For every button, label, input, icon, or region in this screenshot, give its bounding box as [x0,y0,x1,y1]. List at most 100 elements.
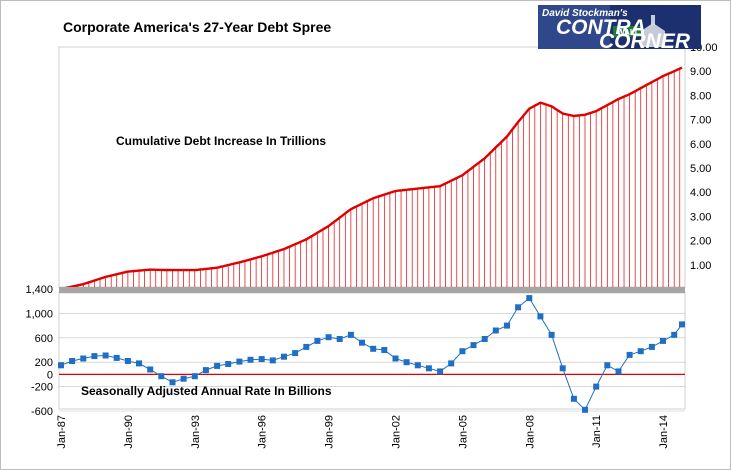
annual-rate-point [169,379,176,386]
right-axis-ticks: 10.009.008.007.006.005.004.003.002.001.0… [690,42,718,272]
annual-rate-point [124,358,131,364]
annual-rate-point [604,362,611,369]
right-axis-tick-label: 7.00 [690,115,711,127]
annual-rate-point [214,362,221,369]
annual-rate-point [414,362,421,369]
annual-rate-point [381,347,388,353]
annual-rate-point [425,365,432,372]
annual-rate-point [292,350,299,357]
x-axis-tick-label: Jan-96 [257,415,269,449]
annual-rate-point [359,339,365,346]
annual-rate-series [58,295,685,413]
x-axis-tick-label: Jan-90 [123,415,135,449]
annual-rate-point [504,322,510,329]
annual-rate-point [91,353,98,360]
annual-rate-point [526,295,533,302]
annual-rate-point [459,348,466,355]
annual-rate-point [481,336,488,342]
annual-rate-point [80,355,87,362]
annual-rate-point [236,358,243,365]
x-axis-tick-label: Jan-14 [658,415,670,449]
right-axis-tick-label: 6.00 [690,139,711,151]
annual-rate-point [626,351,633,358]
left-axis-tick-label: -200 [31,382,53,394]
right-axis-tick-label: 3.00 [690,211,711,223]
x-axis-tick-label: Jan-11 [591,415,603,448]
annual-rate-point [258,356,265,363]
left-axis-tick-label: 200 [35,357,53,369]
right-axis-tick-label: 2.00 [690,236,711,248]
annual-rate-point [570,395,577,402]
logo-sky [538,5,610,49]
left-axis-tick-label: -600 [31,406,53,418]
cumulative-series [60,66,683,291]
annual-rate-point [615,368,622,375]
annual-rate-point [537,313,544,320]
annual-rate-point [660,337,666,344]
x-axis-ticks: Jan-87 Jan-90 Jan-93 Jan-96 Jan-99 Jan-02 Jan-… [56,415,670,449]
street-sign-icon [613,26,641,37]
annual-rate-point [314,337,321,344]
left-axis-tick-label: 1,400 [25,284,53,296]
annual-rate-point [470,342,477,349]
annual-rate-point [336,336,343,342]
annual-rate-point [648,343,655,350]
capitol-spire-icon [651,15,655,25]
annual-annotation: Seasonally Adjusted Annual Rate In Billi… [81,384,332,398]
annual-rate-point [136,360,142,367]
annual-rate-point [147,366,154,373]
annual-rate-point [671,331,678,338]
annual-rate-point [325,334,332,341]
annual-rate-point [102,352,109,359]
annual-rate-point [202,367,209,374]
bottom-gridlines [59,313,685,412]
annual-rate-point [180,375,187,382]
annual-rate-point [303,343,310,350]
left-axis-tick-label: 600 [35,333,53,345]
x-axis-tick-label: Jan-02 [391,415,403,449]
annual-rate-point [392,355,399,362]
annual-rate-point [593,383,600,390]
annual-rate-point [492,327,499,334]
annual-rate-point [437,368,444,375]
annual-rate-point [559,365,566,372]
annual-rate-point [582,406,588,413]
capitol-dome-icon [641,23,665,47]
right-axis-tick-label: 5.00 [690,163,711,175]
panel-separator [59,287,685,293]
annual-rate-point [679,321,685,328]
annual-rate-point [637,348,644,355]
x-axis-tick-label: Jan-87 [56,415,68,449]
annual-rate-point [515,304,522,311]
annual-rate-point [548,331,555,338]
annual-rate-point [347,331,354,338]
cumulative-annotation: Cumulative Debt Increase In Trillions [116,134,326,148]
contra-corner-logo: WALL David Stockman's CONTRA CORNER [538,5,701,53]
logo-line1: David Stockman's [542,8,628,19]
annual-rate-point [281,353,287,360]
annual-rate-point [225,361,232,367]
annual-rate-point [69,358,76,364]
cumulative-curve [60,66,683,291]
annual-rate-point [247,356,254,363]
annual-rate-point [370,345,377,352]
annual-rate-point [403,359,410,366]
left-axis-tick-label: 1,000 [25,308,53,320]
right-axis-tick-label: 8.00 [690,90,711,102]
logo-line3: CORNER [599,30,691,53]
x-axis-tick-label: Jan-99 [324,415,336,449]
right-axis-tick-label: 4.00 [690,187,711,199]
chart-title: Corporate America's 27-Year Debt Spree [63,19,331,35]
annual-rate-point [448,360,455,367]
top-plot-area [58,46,686,288]
annual-rate-point [269,357,276,364]
logo-line2: CONTRA [556,16,646,39]
annual-rate-point [113,354,120,361]
annual-rate-point [58,362,64,369]
x-axis-tick-label: Jan-08 [524,415,536,449]
annual-rate-point [158,373,165,380]
right-axis-tick-label: 9.00 [690,66,711,78]
